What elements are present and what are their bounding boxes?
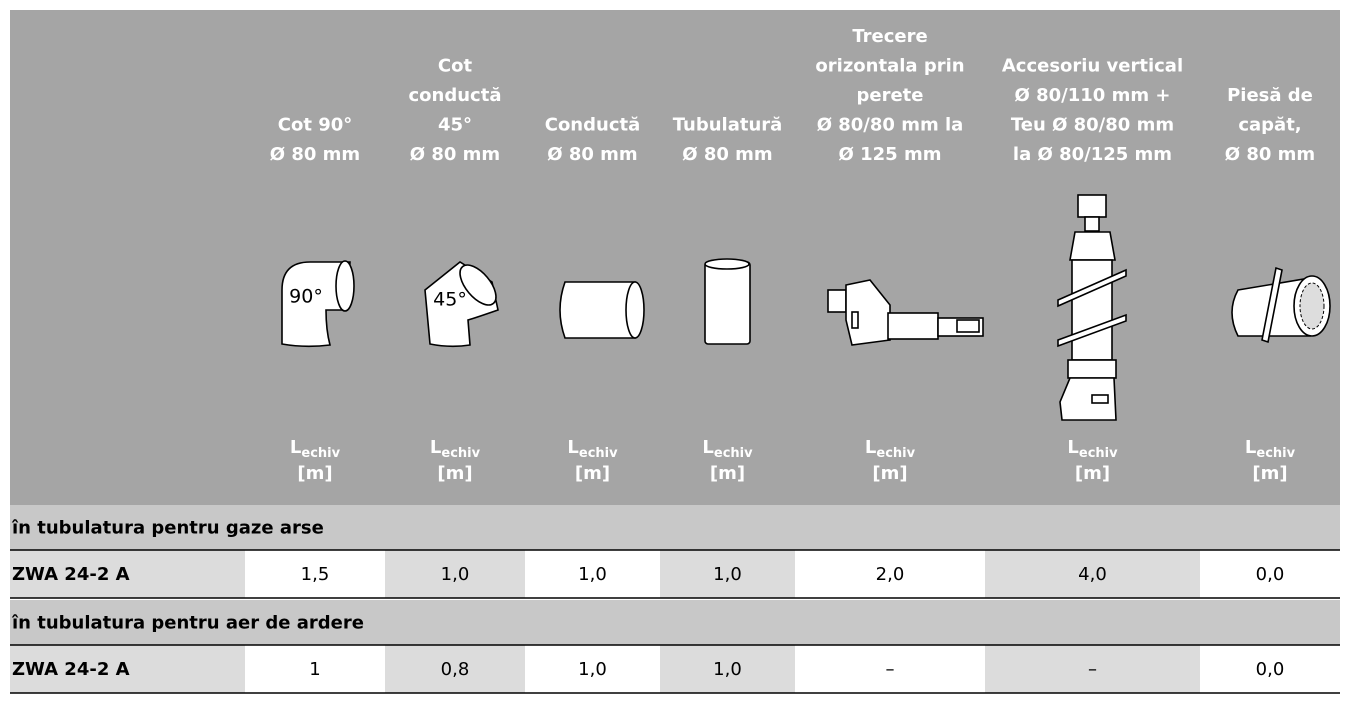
symbol: L xyxy=(430,437,441,458)
cell-value: 1,0 xyxy=(441,564,470,585)
icon-part xyxy=(957,320,979,332)
unit: [m] xyxy=(710,463,745,484)
subscript: echiv xyxy=(1079,446,1118,461)
equivalent-length-table: Cot 90° Ø 80 mm Lechiv [m] Cot conductă 45° Ø 8… xyxy=(0,0,1345,710)
cell-value: 1 xyxy=(309,659,320,680)
cell-value: – xyxy=(886,659,895,680)
unit: [m] xyxy=(1075,463,1110,484)
column-header-line: Tubulatură xyxy=(673,115,783,136)
column-header-line: Ø 80 mm xyxy=(547,144,637,165)
subscript: echiv xyxy=(714,446,753,461)
symbol: L xyxy=(702,437,713,458)
column-header-line: Ø 80 mm xyxy=(270,144,360,165)
icon-part xyxy=(1078,195,1106,217)
cell-value: 0,8 xyxy=(441,659,470,680)
symbol: L xyxy=(567,437,578,458)
unit: [m] xyxy=(1252,463,1287,484)
subscript: echiv xyxy=(579,446,618,461)
cell-value: 0,0 xyxy=(1256,564,1285,585)
subscript: echiv xyxy=(441,446,480,461)
cell-value: 2,0 xyxy=(876,564,905,585)
symbol: L xyxy=(1067,437,1078,458)
column-header-line: Ø 80 mm xyxy=(410,144,500,165)
cell-value: 1,0 xyxy=(713,659,742,680)
icon-part xyxy=(1070,232,1115,260)
icon-part xyxy=(828,290,846,312)
column-header-line: Accesoriu vertical xyxy=(1002,56,1183,77)
symbol: L xyxy=(1245,437,1256,458)
column-header-line: orizontala prin xyxy=(815,56,964,77)
cell-value: 1,0 xyxy=(578,659,607,680)
column-header-line: Ø 80 mm xyxy=(682,144,772,165)
column-header-line: Trecere xyxy=(852,26,927,47)
column-header-line: capăt, xyxy=(1238,115,1301,136)
unit: [m] xyxy=(872,463,907,484)
column-header-line: Ø 80 mm xyxy=(1225,144,1315,165)
column-header-line: la Ø 80/125 mm xyxy=(1013,144,1172,165)
pipe-opening xyxy=(626,282,644,338)
column-header-line: perete xyxy=(857,85,924,106)
column-header-line: Cot xyxy=(438,56,473,77)
icon-part xyxy=(1085,217,1099,231)
icon-part xyxy=(1092,395,1108,403)
unit: [m] xyxy=(437,463,472,484)
tube-icon xyxy=(705,262,750,344)
icon-label: 45° xyxy=(433,289,467,311)
pipe-icon xyxy=(560,282,635,338)
row-label: ZWA 24-2 A xyxy=(12,564,130,585)
cell-value: 4,0 xyxy=(1078,564,1107,585)
column-header-line: Ø 80/110 mm + xyxy=(1015,85,1171,106)
column-header-line: Teu Ø 80/80 mm xyxy=(1011,115,1174,136)
icon-label: 90° xyxy=(289,286,323,308)
column-header-line: Ø 80/80 mm la xyxy=(817,115,964,136)
subscript: echiv xyxy=(301,446,340,461)
column-header-line: 45° xyxy=(438,115,472,136)
cell-value: 0,0 xyxy=(1256,659,1285,680)
column-header-line: Cot 90° xyxy=(278,115,353,136)
unit: [m] xyxy=(297,463,332,484)
cell-value: – xyxy=(1088,659,1097,680)
icon-part xyxy=(852,312,858,328)
cell-value: 1,5 xyxy=(301,564,330,585)
cell-value: 1,0 xyxy=(578,564,607,585)
symbol: L xyxy=(290,437,301,458)
cell-value: 1,0 xyxy=(713,564,742,585)
symbol: L xyxy=(865,437,876,458)
icon-part xyxy=(888,313,938,339)
column-header-line: conductă xyxy=(409,85,502,106)
subscript: echiv xyxy=(876,446,915,461)
column-header-line: Conductă xyxy=(545,115,641,136)
section-title: în tubulatura pentru aer de ardere xyxy=(11,613,364,634)
elbow-opening xyxy=(336,261,354,311)
unit: [m] xyxy=(575,463,610,484)
page: {"table": { "columns": [ {"lines": ["Cot… xyxy=(0,0,1345,710)
icon-part xyxy=(1068,360,1116,378)
row-label: ZWA 24-2 A xyxy=(12,659,130,680)
column-header-line: Ø 125 mm xyxy=(839,144,942,165)
tube-opening xyxy=(705,259,749,269)
icon-part xyxy=(1300,283,1324,329)
column-header-line: Piesă de xyxy=(1227,85,1313,106)
subscript: echiv xyxy=(1256,446,1295,461)
section-title: în tubulatura pentru gaze arse xyxy=(11,518,324,539)
icon-part xyxy=(1072,260,1112,360)
